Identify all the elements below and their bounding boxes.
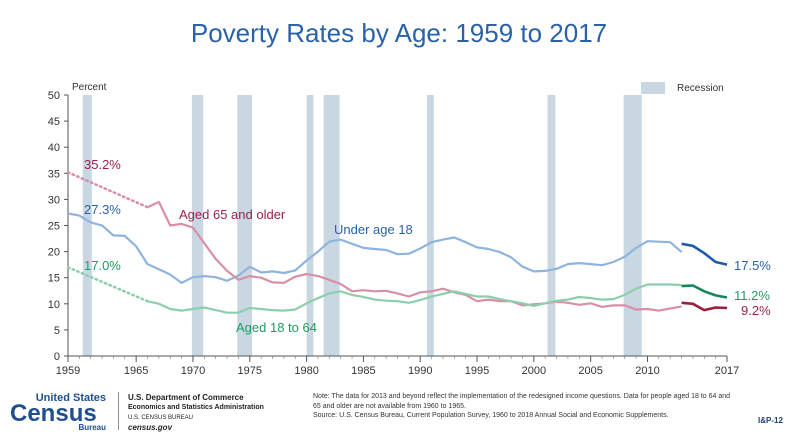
x-tick-label: 1995 [465,365,489,377]
label-65-name: Aged 65 and older [179,207,286,222]
recession-band [547,95,556,356]
y-tick-label: 50 [48,90,60,102]
y-axis-label: Percent [72,82,107,93]
x-tick-label: 2010 [635,365,659,377]
recession-band [427,95,434,356]
y-tick-label: 20 [48,247,60,259]
label-18to64-start: 17.0% [84,258,121,273]
y-tick-label: 25 [48,221,60,233]
y-tick-label: 5 [54,325,60,337]
series-aged-65-and-older [147,200,682,312]
series-under-age-18 [67,212,683,284]
footnote-source: Source: U.S. Census Bureau, Current Popu… [313,412,669,419]
footer-divider [118,392,119,430]
label-18to64-name: Aged 18 to 64 [236,320,317,335]
label-65-end: 9.2% [741,303,771,318]
logo-census: Census [10,400,97,427]
y-tick-label: 40 [48,142,60,154]
label-65-start: 35.2% [84,157,121,172]
legend-recession-swatch [641,82,665,94]
series-aged-18-to-64-redesigned [681,284,728,299]
y-tick-label: 0 [54,351,60,363]
series-aged-18-to-64-estimated [66,266,149,303]
footnote: Note: The data for 2013 and beyond refle… [313,392,733,421]
recession-band [191,95,204,356]
x-tick-label: 2017 [715,365,739,377]
x-tick-label: 1980 [294,365,318,377]
y-tick-label: 35 [48,168,60,180]
dept-esa: Economics and Statistics Administration [128,404,264,411]
label-under18-start: 27.3% [84,202,121,217]
x-tick-label: 1990 [408,365,432,377]
y-tick-label: 15 [48,273,60,285]
x-tick-label: 2005 [578,365,602,377]
dept-census-bureau: U.S. CENSUS BUREAU [128,415,194,421]
series-aged-65-and-older-estimated [66,171,149,209]
dept-commerce: U.S. Department of Commerce [128,393,244,402]
series-aged-18-to-64 [147,283,682,314]
y-tick-label: 45 [48,116,60,128]
y-tick-label: 10 [48,299,60,311]
x-tick-label: 1965 [124,365,148,377]
recession-band [323,95,340,356]
footnote-note: Note: The data for 2013 and beyond refle… [313,393,731,410]
series-lines [66,171,728,314]
recession-band [306,95,314,356]
axes: 0 5 10 15 20 25 30 35 40 45 50 1959 1965 1970 1975 1980… [48,90,739,377]
slide-code: I&P-12 [758,416,783,425]
recession-band [82,95,92,356]
x-tick-label: 1975 [238,365,262,377]
legend-recession-label: Recession [677,83,724,94]
chart-title: Poverty Rates by Age: 1959 to 2017 [190,18,608,48]
poverty-chart: 0 5 10 15 20 25 30 35 40 45 50 1959 1965 1970 1975 1980… [48,82,771,377]
x-tick-label: 2000 [522,365,546,377]
logo-bureau: Bureau [78,423,106,432]
y-tick-label: 30 [48,194,60,206]
logo-united-states: United States [35,392,106,404]
legend: Recession [641,82,724,94]
label-18to64-end: 11.2% [734,288,770,303]
series-under-age-18-redesigned [681,242,728,266]
label-under18-end: 17.5% [734,258,771,273]
label-under18-name: Under age 18 [334,222,413,237]
x-tick-label: 1970 [181,365,205,377]
department-block: U.S. Department of Commerce Economics an… [128,393,264,433]
census-gov-link[interactable]: census.gov [128,423,173,432]
series-aged-65-and-older-redesigned [681,301,728,312]
recession-bands [82,95,642,356]
census-logo: United States Census Bureau [10,392,110,432]
x-tick-label: 1959 [56,365,80,377]
x-tick-label: 1985 [351,365,375,377]
recession-band [237,95,253,356]
recession-band [623,95,642,356]
data-labels: 35.2% 27.3% 17.0% Aged 65 and older Under ag… [84,157,771,335]
